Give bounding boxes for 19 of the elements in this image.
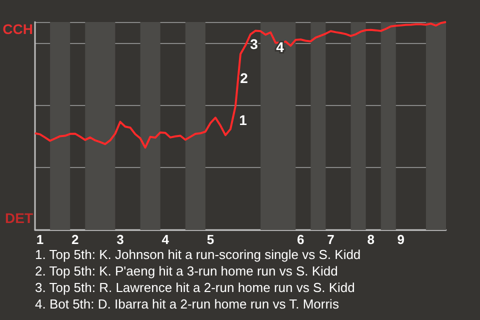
annotation: 4 bbox=[276, 39, 284, 55]
text: 2. Top 5th: K. P'aeng hit a 3-run home run vs S. Kidd bbox=[35, 264, 338, 278]
x-tick-label: 3 bbox=[116, 232, 124, 247]
x-tick-label: 1 bbox=[36, 232, 44, 247]
x-tick-label: 8 bbox=[367, 232, 374, 247]
text: 4. Bot 5th: D. Ibarra hit a 2-run home run vs T. Morris bbox=[35, 296, 340, 312]
text: 1. Top 5th: K. Johnson hit a run-scoring single vs S. Kidd bbox=[35, 247, 361, 262]
x-tick-label: 2 bbox=[71, 232, 79, 247]
text: CCH bbox=[2, 21, 33, 37]
annotation: 3 bbox=[250, 36, 258, 52]
text: 3. Top 5th: R. Lawrence hit a 2-run home run vs S. Kidd bbox=[35, 280, 355, 295]
x-tick-label: 6 bbox=[297, 232, 304, 247]
text: DET bbox=[5, 210, 34, 226]
annotation: 1 bbox=[239, 112, 248, 128]
x-tick-label: 9 bbox=[397, 232, 405, 247]
annotation: 2 bbox=[240, 70, 248, 86]
x-tick-label: 4 bbox=[162, 232, 170, 247]
x-tick-label: 5 bbox=[206, 232, 214, 247]
x-tick-label: 7 bbox=[327, 232, 334, 247]
